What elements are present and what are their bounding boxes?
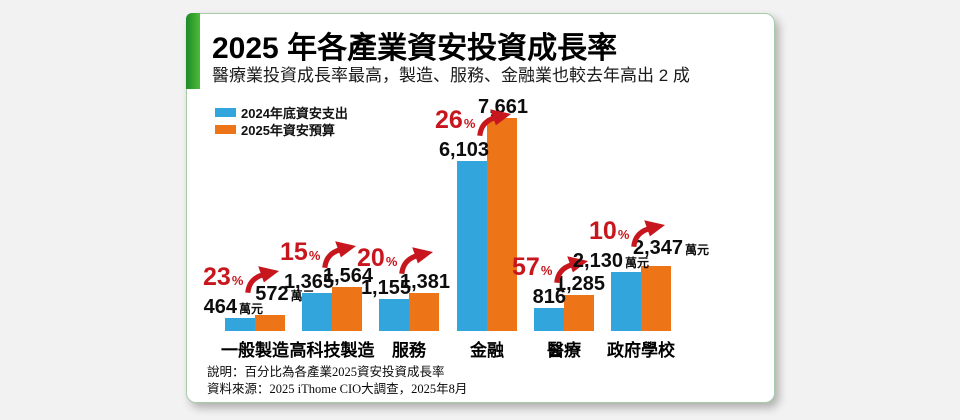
bar-2024 (379, 299, 409, 331)
bar-2025 (409, 293, 439, 331)
legend-label-2025: 2025年資安預算 (241, 122, 335, 138)
value-label-2025: 1,564 (322, 265, 374, 287)
growth-arrow-icon (245, 266, 280, 294)
growth-arrow-icon (554, 256, 589, 284)
bar-chart: 一般製造464萬元572萬元23%高科技製造1,3651,56415%服務1,1… (187, 14, 774, 402)
category-label: 服務 (392, 341, 426, 360)
growth-percent-label: 10% (589, 216, 666, 248)
growth-percent-value: 15 (280, 238, 308, 266)
growth-percent-value: 10 (589, 217, 617, 245)
percent-sign: % (385, 254, 398, 269)
growth-percent-label: 15% (280, 237, 357, 269)
value-label-2024: 1,365 (283, 271, 334, 293)
value-label-2024: 6,103 (438, 139, 489, 161)
percent-sign: % (540, 263, 553, 278)
unit-label: 萬元 (685, 243, 710, 257)
legend-item-2024: 2024年底資安支出 (215, 104, 348, 121)
percent-sign: % (231, 273, 244, 288)
percent-sign: % (463, 116, 476, 131)
growth-arrow-icon (631, 220, 666, 248)
growth-percent-label: 26% (435, 105, 512, 137)
category-label: 金融 (470, 341, 504, 360)
bar-2025 (641, 266, 671, 331)
value-label-2024: 816 (532, 286, 566, 308)
legend-swatch-2024-icon (215, 107, 236, 117)
legend-item-2025: 2025年資安預算 (215, 121, 348, 138)
growth-percent-value: 26 (435, 106, 463, 134)
category-label: 一般製造 (221, 341, 289, 360)
bar-2025 (255, 315, 285, 331)
bar-2025 (564, 295, 594, 331)
unit-label: 萬元 (624, 256, 649, 270)
legend-swatch-2025-icon (215, 124, 236, 134)
percent-sign: % (617, 227, 630, 242)
chart-footer: 說明：百分比為各產業2025資安投資成長率 資料來源：2025 iThome C… (207, 364, 467, 398)
bar-2025 (332, 287, 362, 331)
infographic-card: 2025 年各產業資安投資成長率 醫療業投資成長率最高，製造、服務、金融業也較去… (186, 13, 775, 403)
bar-2024 (457, 161, 487, 331)
value-label-2024: 2,130 萬元 (572, 250, 649, 272)
value-label-2024: 1,155 (360, 277, 411, 299)
percent-sign: % (308, 248, 321, 263)
category-label: 醫療 (547, 341, 581, 360)
growth-percent-value: 20 (357, 244, 385, 272)
footer-source: 資料來源：2025 iThome CIO大調查，2025年8月 (207, 382, 468, 396)
bar-2025 (487, 118, 517, 331)
value-label-2025: 1,381 (399, 271, 451, 293)
footer-note: 說明：百分比為各產業2025資安投資成長率 (207, 365, 445, 379)
growth-arrow-icon (477, 109, 512, 137)
page-subtitle: 醫療業投資成長率最高，製造、服務、金融業也較去年高出 2 成 (212, 66, 690, 85)
value-label-2024: 464 萬元 (203, 296, 263, 318)
unit-label: 萬元 (238, 302, 263, 316)
chart-legend: 2024年底資安支出 2025年資安預算 (215, 104, 348, 138)
value-label-2025: 1,285 (554, 273, 606, 295)
growth-percent-value: 23 (203, 263, 231, 291)
bar-2024 (611, 272, 641, 331)
bar-2024 (534, 308, 564, 331)
page-title: 2025 年各產業資安投資成長率 (212, 32, 618, 65)
category-label: 高科技製造 (289, 341, 375, 360)
growth-arrow-icon (399, 247, 434, 275)
title-accent-bar (186, 13, 200, 89)
growth-percent-value: 57 (512, 253, 540, 281)
growth-arrow-icon (322, 241, 357, 269)
category-label: 政府學校 (607, 341, 675, 360)
legend-label-2024: 2024年底資安支出 (241, 105, 348, 121)
bar-2024 (225, 318, 255, 331)
value-label-2025: 7,661 (477, 96, 529, 118)
bar-2024 (302, 293, 332, 331)
growth-percent-label: 23% (203, 262, 280, 294)
value-label-2025: 2,347 萬元 (632, 237, 710, 259)
growth-percent-label: 57% (512, 252, 589, 284)
growth-percent-label: 20% (357, 243, 434, 275)
